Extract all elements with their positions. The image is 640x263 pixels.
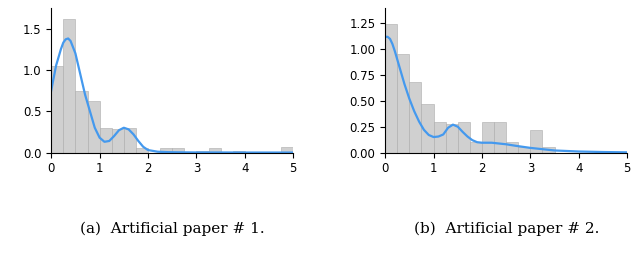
Bar (445, 124, 458, 153)
Bar (172, 148, 184, 153)
Bar (422, 104, 433, 153)
Bar (281, 147, 293, 153)
Bar (433, 122, 445, 153)
Text: (a)  Artificial paper # 1.: (a) Artificial paper # 1. (80, 222, 264, 236)
Bar (196, 151, 209, 153)
Bar (136, 148, 148, 153)
Bar (233, 151, 245, 153)
Bar (397, 54, 410, 153)
Bar (385, 24, 397, 153)
Bar (124, 128, 136, 153)
Bar (88, 101, 100, 153)
Bar (470, 142, 482, 153)
Bar (494, 122, 506, 153)
Bar (410, 82, 422, 153)
Bar (76, 90, 88, 153)
Bar (506, 142, 518, 153)
Bar (518, 147, 531, 153)
Bar (100, 128, 112, 153)
Bar (482, 122, 494, 153)
Bar (543, 147, 555, 153)
Bar (458, 122, 470, 153)
Bar (160, 148, 172, 153)
Bar (531, 130, 543, 153)
Text: (b)  Artificial paper # 2.: (b) Artificial paper # 2. (413, 222, 599, 236)
Bar (209, 148, 221, 153)
Bar (51, 66, 63, 153)
Bar (112, 129, 124, 153)
Bar (63, 19, 76, 153)
